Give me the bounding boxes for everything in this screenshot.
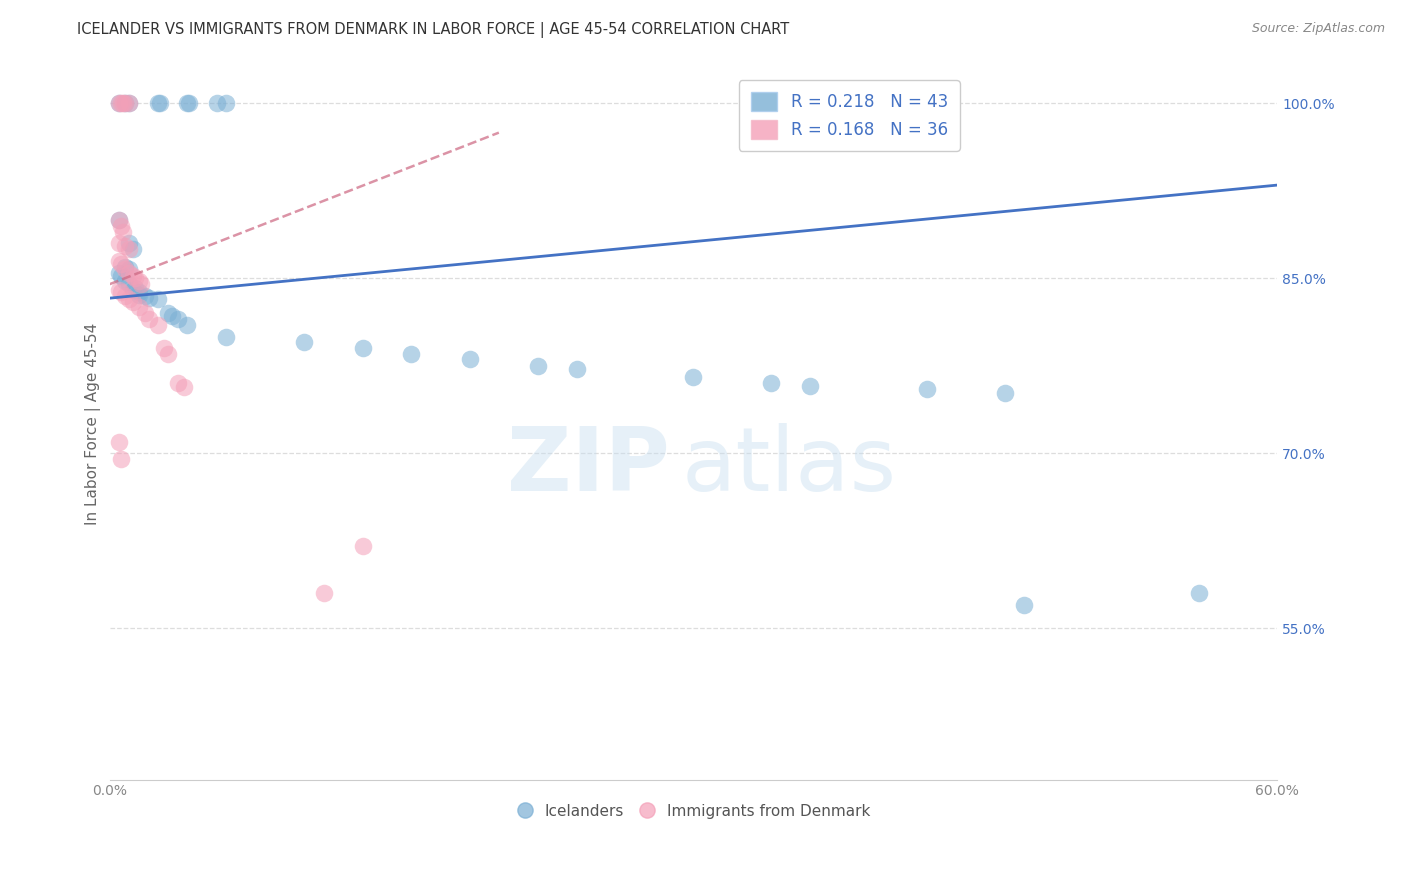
Point	[128, 301, 150, 315]
Point	[110, 285, 132, 300]
Point	[173, 380, 195, 394]
Point	[122, 283, 145, 297]
Text: atlas: atlas	[682, 423, 897, 510]
Point	[148, 293, 170, 307]
Point	[108, 434, 131, 449]
Point	[108, 213, 131, 227]
Point	[129, 277, 152, 292]
Point	[915, 382, 938, 396]
Point	[134, 289, 156, 303]
Point	[160, 309, 183, 323]
Point	[114, 289, 136, 303]
Point	[114, 96, 136, 111]
Point	[110, 219, 132, 233]
Point	[166, 312, 188, 326]
Point	[1188, 586, 1211, 600]
Point	[114, 238, 136, 252]
Text: Source: ZipAtlas.com: Source: ZipAtlas.com	[1251, 22, 1385, 36]
Point	[114, 262, 136, 277]
Point	[110, 268, 132, 283]
Point	[352, 341, 374, 355]
Point	[138, 291, 160, 305]
Point	[156, 347, 179, 361]
Point	[148, 318, 170, 332]
Point	[215, 96, 238, 111]
Point	[108, 213, 131, 227]
Point	[312, 586, 335, 600]
Point	[148, 96, 170, 111]
Point	[124, 281, 146, 295]
Point	[176, 96, 198, 111]
Point	[118, 293, 141, 307]
Point	[128, 287, 150, 301]
Point	[110, 96, 132, 111]
Point	[122, 268, 145, 283]
Point	[179, 96, 201, 111]
Text: ICELANDER VS IMMIGRANTS FROM DENMARK IN LABOR FORCE | AGE 45-54 CORRELATION CHAR: ICELANDER VS IMMIGRANTS FROM DENMARK IN …	[77, 22, 790, 38]
Point	[114, 274, 136, 288]
Point	[118, 236, 141, 251]
Point	[118, 242, 141, 256]
Point	[112, 225, 135, 239]
Point	[128, 285, 150, 300]
Point	[156, 306, 179, 320]
Point	[118, 277, 141, 292]
Point	[166, 376, 188, 391]
Y-axis label: In Labor Force | Age 45-54: In Labor Force | Age 45-54	[86, 323, 101, 525]
Point	[122, 294, 145, 309]
Point	[108, 96, 131, 111]
Point	[122, 242, 145, 256]
Point	[138, 312, 160, 326]
Point	[112, 96, 135, 111]
Point	[108, 253, 131, 268]
Point	[176, 318, 198, 332]
Point	[761, 376, 783, 391]
Point	[118, 96, 141, 111]
Point	[1014, 598, 1036, 612]
Point	[108, 96, 131, 111]
Point	[134, 306, 156, 320]
Point	[114, 96, 136, 111]
Point	[108, 283, 131, 297]
Point	[118, 262, 141, 277]
Text: ZIP: ZIP	[508, 423, 671, 510]
Point	[458, 351, 481, 366]
Point	[118, 266, 141, 280]
Point	[352, 540, 374, 554]
Point	[292, 335, 315, 350]
Point	[215, 329, 238, 343]
Point	[114, 260, 136, 274]
Point	[682, 370, 704, 384]
Point	[401, 347, 423, 361]
Point	[110, 452, 132, 467]
Point	[565, 362, 588, 376]
Point	[994, 385, 1017, 400]
Point	[108, 236, 131, 251]
Point	[128, 274, 150, 288]
Point	[118, 96, 141, 111]
Point	[149, 96, 172, 111]
Point	[108, 266, 131, 280]
Legend: Icelanders, Immigrants from Denmark: Icelanders, Immigrants from Denmark	[510, 797, 876, 825]
Point	[153, 341, 176, 355]
Point	[526, 359, 548, 373]
Point	[124, 271, 146, 285]
Point	[205, 96, 228, 111]
Point	[110, 257, 132, 271]
Point	[799, 378, 821, 392]
